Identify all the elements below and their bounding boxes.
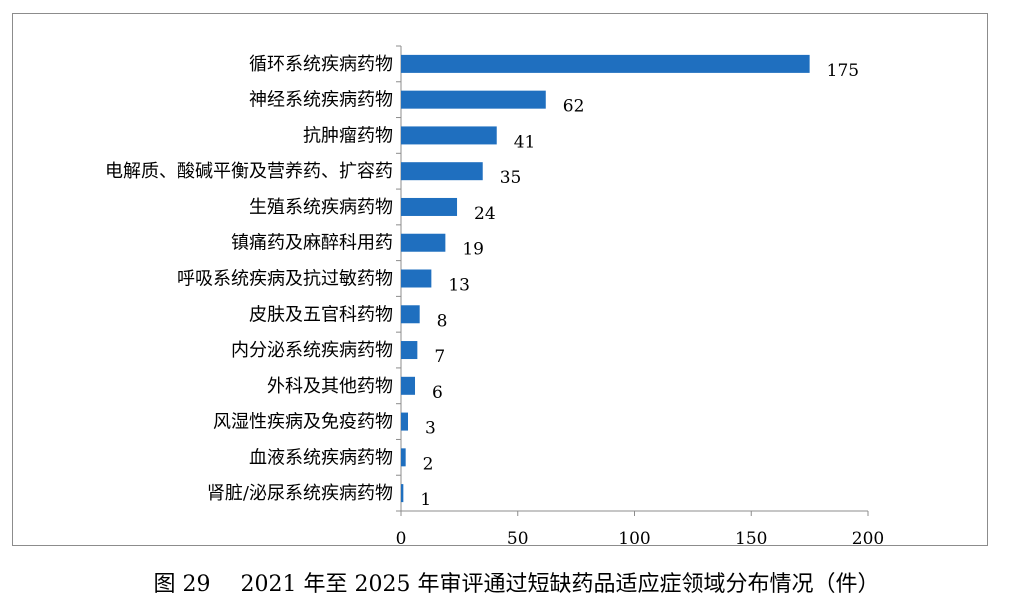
data-label: 1: [420, 490, 431, 510]
category-label: 风湿性疾病及免疫药物: [213, 412, 393, 433]
bar: [401, 54, 810, 73]
x-tick-label: 150: [735, 529, 767, 547]
data-label: 7: [434, 347, 445, 367]
data-label: 6: [432, 383, 443, 403]
data-label: 24: [474, 204, 496, 224]
bar: [401, 233, 446, 252]
bar: [401, 305, 420, 324]
bar: [401, 376, 416, 395]
x-tick-label: 0: [396, 529, 407, 547]
data-label: 41: [514, 132, 536, 152]
category-label: 抗肿瘤药物: [303, 125, 393, 146]
category-label: 内分泌系统疾病药物: [231, 340, 393, 361]
bar: [401, 269, 432, 288]
bar: [401, 90, 546, 109]
bar: [401, 448, 406, 467]
category-label: 镇痛药及麻醉科用药: [231, 233, 393, 254]
data-label: 13: [448, 276, 470, 296]
data-label: 175: [827, 61, 859, 81]
category-label: 外科及其他药物: [267, 376, 393, 397]
data-label: 62: [563, 97, 585, 117]
bar: [401, 341, 418, 360]
bar: [401, 412, 409, 431]
category-label: 循环系统疾病药物: [249, 54, 393, 75]
category-label: 神经系统疾病药物: [249, 90, 393, 111]
category-label: 肾脏/泌尿系统疾病药物: [207, 483, 393, 504]
category-label: 皮肤及五官科药物: [249, 304, 393, 325]
data-label: 19: [462, 240, 484, 260]
data-label: 3: [425, 419, 436, 439]
bar: [401, 484, 404, 503]
figure-title: 2021 年至 2025 年审评通过短缺药品适应症领域分布情况（件）: [240, 572, 880, 597]
category-label: 电解质、酸碱平衡及营养药、扩容药: [105, 161, 393, 182]
data-label: 2: [423, 454, 434, 474]
x-tick-label: 50: [507, 529, 529, 547]
category-label: 生殖系统疾病药物: [249, 196, 393, 218]
bar: [401, 162, 483, 181]
category-label: 呼吸系统疾病及抗过敏药物: [177, 269, 393, 290]
figure-caption: 图 29 2021 年至 2025 年审评通过短缺药品适应症领域分布情况（件）: [0, 566, 1033, 598]
bar: [401, 126, 497, 145]
figure-number: 图 29: [153, 572, 211, 597]
data-label: 35: [500, 168, 522, 188]
x-tick-label: 100: [618, 529, 650, 547]
bar: [401, 197, 458, 216]
x-tick-label: 200: [852, 529, 884, 547]
chart-frame: 0 50 100 150 200 循环系统疾病药物 175 神经系统疾病药物 62 抗肿瘤药物 41…: [12, 13, 988, 547]
category-label: 血液系统疾病药物: [249, 447, 393, 468]
data-label: 8: [437, 311, 448, 331]
